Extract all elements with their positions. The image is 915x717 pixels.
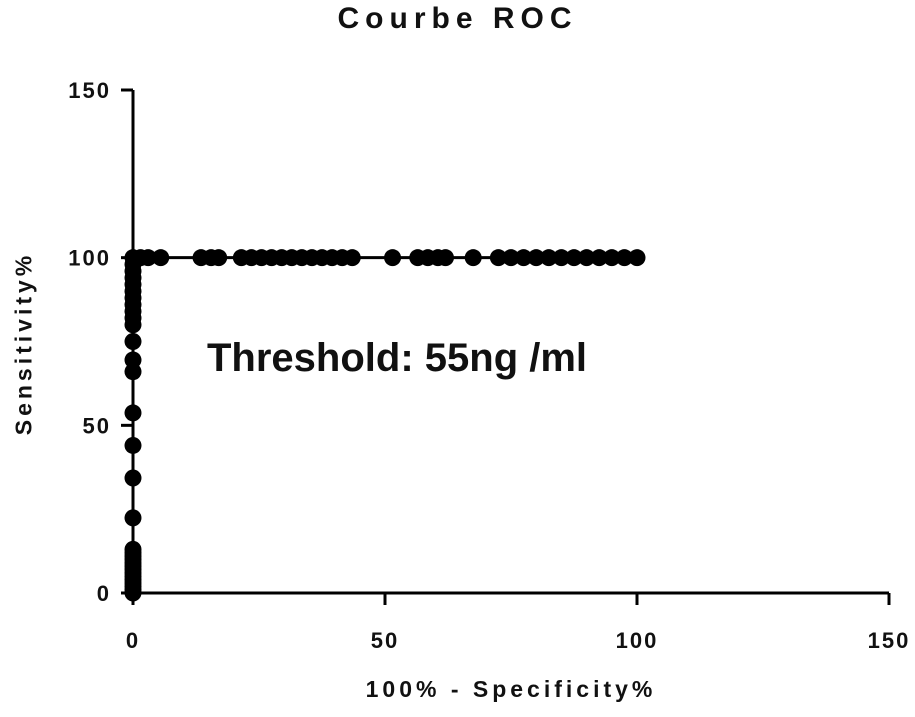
data-point	[124, 540, 142, 558]
threshold-annotation: Threshold: 55ng /ml	[207, 336, 588, 380]
data-point	[124, 404, 142, 422]
data-point	[124, 469, 142, 487]
data-point	[578, 249, 596, 267]
data-point	[502, 249, 520, 267]
data-point	[124, 333, 142, 350]
data-point	[527, 249, 545, 267]
y-tick-label: 150	[68, 78, 111, 103]
data-point	[615, 249, 633, 267]
y-tick-label: 50	[83, 413, 111, 438]
data-markers	[124, 249, 646, 602]
data-point	[124, 363, 142, 381]
data-point	[590, 249, 608, 267]
y-axis-label: Sensitivity%	[10, 251, 37, 436]
data-point	[436, 249, 454, 267]
data-point	[515, 249, 533, 267]
data-point	[628, 249, 646, 267]
x-tick-label: 100	[616, 628, 659, 653]
roc-curve	[131, 256, 637, 593]
data-point	[124, 436, 142, 454]
data-point	[540, 249, 558, 267]
y-tick-label: 0	[97, 581, 111, 606]
data-point	[603, 249, 621, 267]
x-axis-label: 100% - Specificity%	[365, 676, 657, 702]
data-point	[124, 351, 142, 369]
data-point	[152, 249, 170, 267]
data-point	[552, 249, 570, 267]
data-point	[565, 249, 583, 267]
x-tick-label: 150	[868, 628, 911, 653]
chart-title: Courbe ROC	[337, 2, 578, 35]
x-tick-label: 50	[371, 628, 399, 653]
data-point	[124, 509, 142, 527]
data-point	[384, 249, 402, 267]
data-point	[489, 249, 507, 267]
y-tick-label: 100	[68, 246, 111, 271]
data-point	[210, 249, 228, 267]
data-point	[464, 249, 482, 267]
tick-labels: 0 50 100 150 0 50 100 150	[68, 78, 911, 653]
x-tick-label: 0	[126, 628, 140, 653]
data-point	[343, 249, 361, 267]
data-point	[139, 249, 157, 267]
